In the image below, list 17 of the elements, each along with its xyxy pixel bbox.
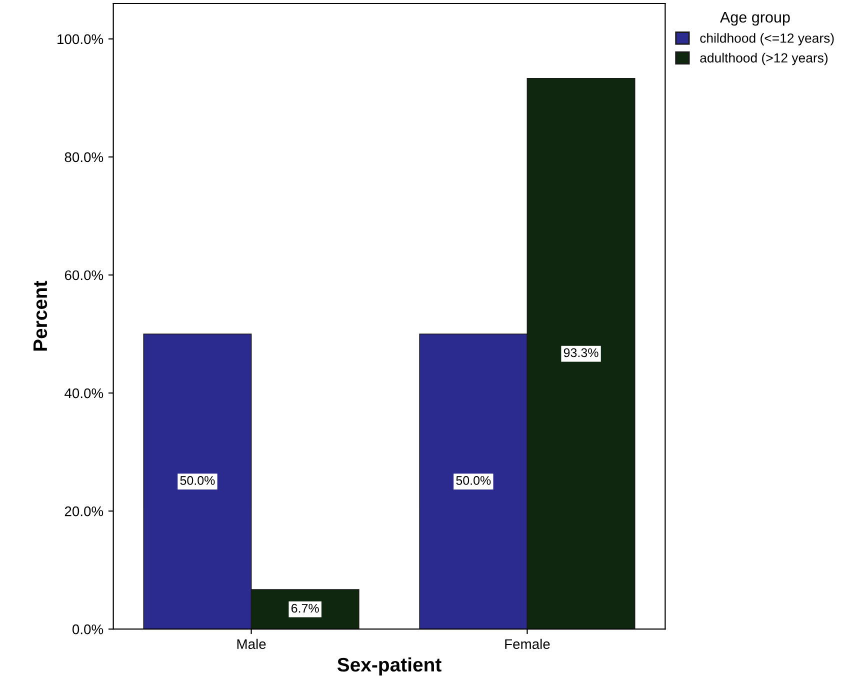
y-tick-label: 40.0% (64, 388, 104, 398)
data-label: 50.0% (180, 476, 215, 485)
y-tick-label: 100.0% (58, 34, 104, 44)
y-tick-label: 60.0% (64, 270, 104, 280)
x-tick-label: Female (505, 638, 550, 650)
data-label: 6.7% (291, 604, 319, 613)
legend-title: Age group (720, 12, 790, 26)
legend-label: adulthood (>12 years) (700, 52, 828, 66)
data-label: 93.3% (564, 348, 598, 358)
x-tick-label: Male (237, 638, 266, 650)
legend-label: childhood (<=12 years) (700, 33, 834, 46)
x-axis-title: Sex-patient (337, 657, 442, 676)
y-tick-label: 80.0% (64, 152, 104, 162)
data-label: 50.0% (456, 476, 491, 485)
y-axis-title: Percent (34, 280, 48, 351)
y-tick-label: 0.0% (72, 624, 104, 634)
y-tick-label: 20.0% (64, 506, 104, 516)
